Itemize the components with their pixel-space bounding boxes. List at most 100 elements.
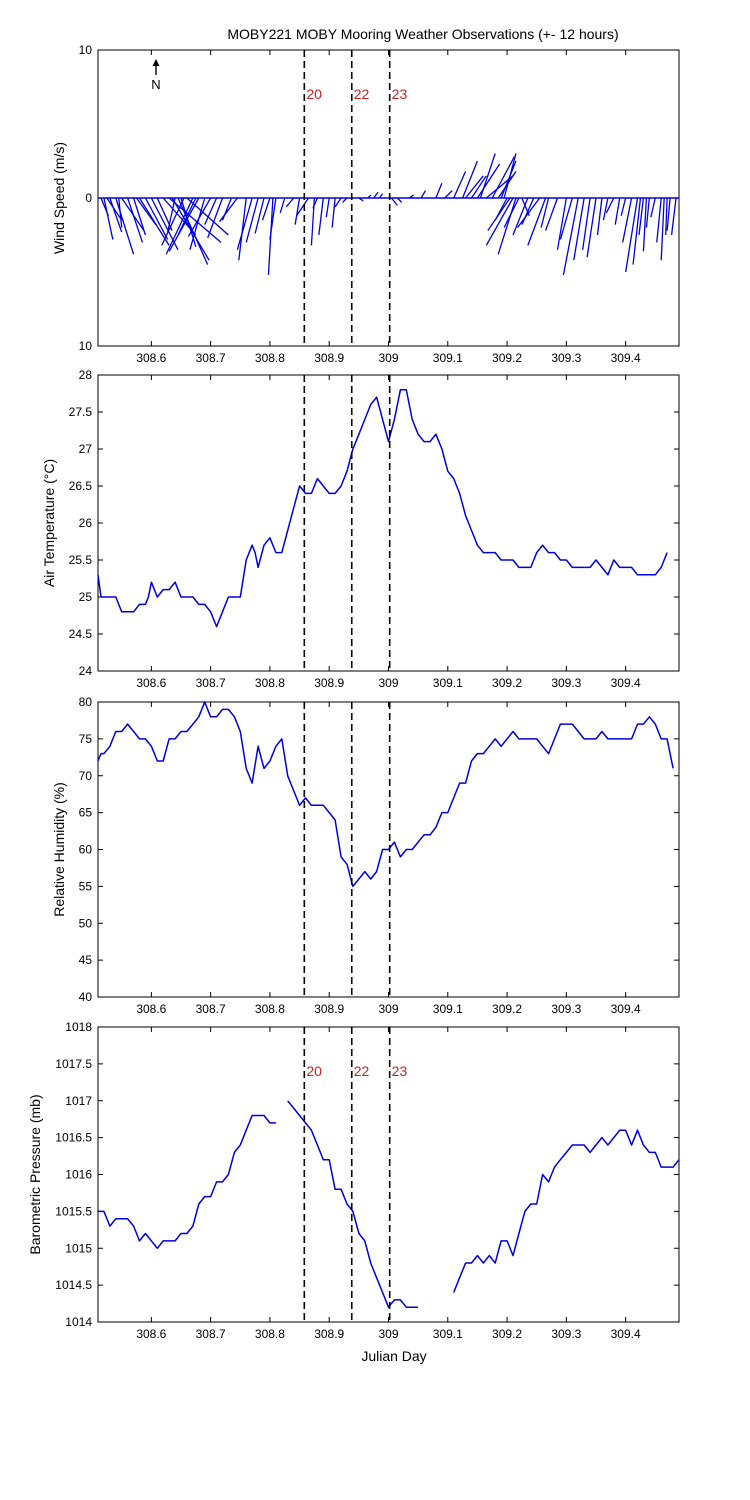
wind-vector (168, 197, 222, 243)
wind-vector (279, 197, 286, 213)
wind-vector (562, 197, 579, 276)
humidity-x-tick-label: 309.1 (433, 1002, 463, 1016)
wind-vector (390, 197, 398, 206)
wind-y-tick-label: 10 (79, 339, 93, 353)
wind-vector (479, 153, 496, 199)
air-temp-y-tick-label: 27.5 (69, 405, 93, 419)
humidity-panel: 308.6 308.7 308.8 308.9 309 309.1 309.2 309.3 30… (51, 695, 680, 1016)
wind-vector (435, 182, 443, 199)
wind-vector (602, 197, 609, 221)
wind-vector (118, 197, 123, 228)
wind-vector (485, 197, 514, 246)
wind-y-tick-label: 10 (79, 43, 93, 57)
pressure-x-tick-label: 308.9 (314, 1327, 344, 1341)
pressure-marker-label-20: 20 (306, 1063, 322, 1079)
wind-vector (666, 197, 671, 231)
wind-vector (420, 190, 427, 199)
wind-vector (665, 197, 668, 236)
wind-vector (444, 190, 453, 199)
wind-vector (168, 197, 200, 252)
pressure-y-tick-label: 1014.5 (55, 1278, 92, 1292)
wind-vector (573, 197, 585, 261)
pressure-y-tick-label: 1017.5 (55, 1057, 92, 1071)
wind-vector (622, 197, 633, 243)
air-temp-y-tick-label: 27 (79, 442, 93, 456)
air-temp-x-tick-label: 309.2 (492, 676, 522, 690)
wind-vector (331, 197, 336, 228)
air-temp-y-tick-label: 25.5 (69, 553, 93, 567)
wind-x-tick-label: 308.9 (314, 351, 344, 365)
wind-vector (204, 197, 218, 225)
wind-vector (103, 197, 114, 240)
panels: 308.6 308.7 308.8 308.9 309 309.1 309.2 309.3 30… (27, 43, 680, 1341)
humidity-y-axis-label: Relative Humidity (%) (51, 782, 67, 917)
wind-y-tick-label: 0 (85, 191, 92, 205)
humidity-x-tick-label: 308.9 (314, 1002, 344, 1016)
wind-vector (180, 197, 197, 248)
wind-vector (367, 194, 372, 199)
air-temp-y-tick-label: 26.5 (69, 479, 93, 493)
wind-vector (470, 175, 487, 199)
wind-vector (261, 197, 271, 221)
air-temp-series-line (97, 389, 668, 628)
humidity-x-tick-label: 309.2 (492, 1002, 522, 1016)
wind-vector (167, 197, 176, 233)
wind-x-tick-label: 308.6 (136, 351, 166, 365)
humidity-y-tick-label: 60 (79, 843, 93, 857)
wind-vector (136, 197, 157, 226)
humidity-y-tick-label: 55 (79, 879, 93, 893)
wind-x-tick-label: 308.8 (255, 351, 285, 365)
wind-x-tick-label: 309 (378, 351, 398, 365)
wind-vector (632, 197, 642, 265)
wind-x-tick-label: 308.7 (196, 351, 226, 365)
wind-vector (465, 175, 484, 199)
wind-vector (325, 197, 330, 218)
wind-vector (238, 197, 247, 261)
wind-vector (453, 171, 467, 199)
wind-vector (144, 197, 169, 240)
wind-vector (187, 197, 212, 237)
wind-marker-label-20: 20 (306, 86, 322, 102)
chart-title: MOBY221 MOBY Mooring Weather Observation… (227, 26, 618, 42)
wind-vector (379, 193, 384, 199)
air-temp-x-tick-label: 308.9 (314, 676, 344, 690)
wind-vector (586, 197, 597, 258)
wind-vector (342, 197, 348, 203)
wind-vector (269, 197, 277, 240)
pressure-y-tick-label: 1017 (65, 1094, 92, 1108)
wind-vector (207, 197, 224, 239)
air-temp-x-tick-label: 309.3 (551, 676, 581, 690)
wind-vector (545, 197, 559, 231)
pressure-x-tick-label: 309.1 (433, 1327, 463, 1341)
wind-vector (150, 197, 179, 251)
pressure-axes-frame (97, 1026, 680, 1323)
wind-vector (115, 197, 135, 255)
wind-marker-label-23: 23 (392, 86, 408, 102)
wind-vector (596, 197, 603, 236)
wind-vector (645, 197, 651, 228)
humidity-x-tick-label: 309.4 (611, 1002, 641, 1016)
air-temp-y-tick-label: 26 (79, 516, 93, 530)
wind-vector (462, 160, 479, 199)
pressure-x-tick-label: 308.8 (255, 1327, 285, 1341)
air-temp-y-tick-label: 24 (79, 664, 93, 678)
pressure-y-tick-label: 1016 (65, 1168, 92, 1182)
wind-vector (614, 197, 621, 225)
air-temp-x-tick-label: 308.7 (196, 676, 226, 690)
pressure-y-tick-label: 1014 (65, 1315, 92, 1329)
pressure-x-tick-label: 309 (378, 1327, 398, 1341)
x-axis-label: Julian Day (361, 1348, 426, 1364)
wind-vector (656, 197, 662, 243)
pressure-x-tick-label: 309.3 (551, 1327, 581, 1341)
wind-vector (476, 163, 501, 199)
wind-x-tick-label: 309.3 (551, 351, 581, 365)
wind-vector (177, 197, 209, 265)
humidity-x-tick-label: 309 (378, 1002, 398, 1016)
wind-vector (236, 197, 253, 250)
humidity-y-tick-label: 70 (79, 769, 93, 783)
air-temp-x-tick-label: 308.6 (136, 676, 166, 690)
humidity-y-tick-label: 75 (79, 732, 93, 746)
air-temp-panel: 308.6 308.7 308.8 308.9 309 309.1 309.2 309.3 30… (41, 368, 680, 690)
pressure-y-tick-label: 1016.5 (55, 1131, 92, 1145)
